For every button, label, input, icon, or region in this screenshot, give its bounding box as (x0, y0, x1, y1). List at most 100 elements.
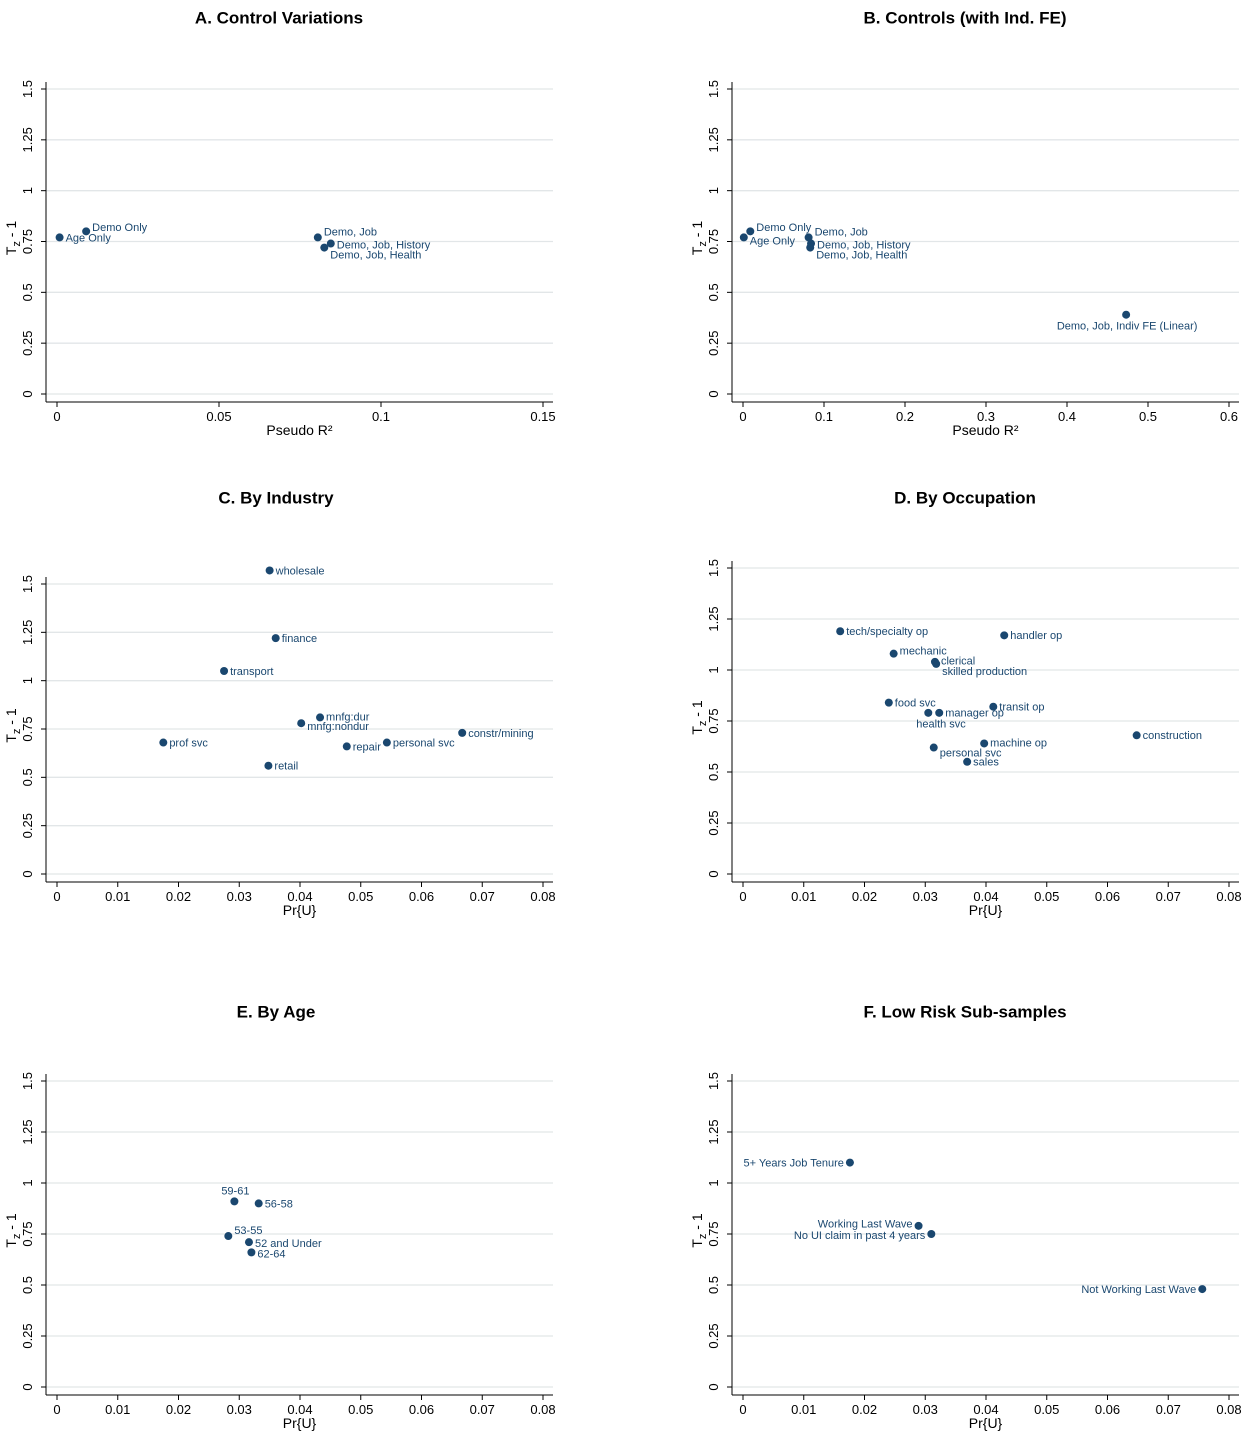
point-label: Demo, Job, Health (330, 250, 421, 262)
x-tick-label: 0.01 (105, 889, 130, 904)
data-point (884, 698, 893, 707)
data-point (1000, 631, 1009, 640)
point-label: 59-61 (221, 1185, 249, 1197)
point-label: Not Working Last Wave (1081, 1284, 1196, 1296)
x-tick-label: 0 (739, 889, 746, 904)
x-tick-label: 0.08 (530, 1402, 555, 1417)
x-tick-label: 0.04 (287, 889, 312, 904)
x-tick-label: 0.07 (1156, 889, 1181, 904)
data-point (924, 708, 933, 717)
data-point (914, 1221, 923, 1230)
point-label: Demo, Job, Health (816, 250, 907, 262)
x-tick-label: 0.05 (348, 889, 373, 904)
x-axis-label: Pseudo R² (952, 422, 1018, 438)
x-tick-label: 0.03 (227, 1402, 252, 1417)
y-tick-label: 1.25 (20, 620, 35, 645)
x-tick-label: 0.02 (852, 889, 877, 904)
x-tick-label: 0.1 (815, 409, 833, 424)
data-point (320, 243, 329, 252)
point-label: transport (230, 666, 273, 678)
x-tick-label: 0.07 (470, 1402, 495, 1417)
x-tick-label: 0.07 (470, 889, 495, 904)
y-tick-label: 0.25 (706, 331, 721, 356)
y-tick-label: 1.5 (20, 575, 35, 593)
point-label: personal svc (393, 737, 455, 749)
data-point (264, 761, 273, 770)
point-label: Demo, Job, History (337, 239, 431, 251)
point-label: construction (1143, 730, 1202, 742)
data-point (458, 728, 467, 737)
x-tick-label: 0.08 (530, 889, 555, 904)
x-axis-label: Pseudo R² (266, 422, 332, 438)
data-point (220, 667, 229, 675)
x-tick-label: 0.06 (409, 1402, 434, 1417)
x-tick-label: 0 (739, 1402, 746, 1417)
y-tick-label: 0.75 (20, 716, 35, 741)
point-label: skilled production (942, 666, 1027, 678)
y-axis-label: Tz - 1 (3, 221, 23, 256)
x-axis-label: Pr{U} (969, 1415, 1003, 1431)
point-label: retail (274, 761, 298, 773)
point-label: No UI claim in past 4 years (794, 1230, 926, 1242)
point-label: mnfg:dur (326, 711, 370, 723)
point-label: 56-58 (265, 1198, 293, 1210)
y-tick-label: 1 (20, 1179, 35, 1186)
data-point (382, 738, 391, 747)
y-tick-label: 0.5 (706, 763, 721, 781)
x-axis-label: Pr{U} (283, 1415, 317, 1431)
x-tick-label: 0.5 (1139, 409, 1157, 424)
y-tick-label: 0.75 (706, 1221, 721, 1246)
point-label: 62-64 (257, 1248, 285, 1260)
y-tick-label: 1.5 (706, 80, 721, 98)
y-axis-label: Tz - 1 (689, 221, 709, 256)
point-label: Age Only (66, 232, 112, 244)
panel-d: D. By Occupation 0 0.25 0.5 0.75 1 1.25 1.5 0 0.0… (689, 488, 1242, 918)
panel-title: F. Low Risk Sub-samples (863, 1002, 1066, 1021)
y-tick-label: 1.5 (706, 1072, 721, 1090)
panel-title: A. Control Variations (195, 8, 363, 27)
point-label: Demo, Job, History (817, 239, 911, 251)
panel-title: B. Controls (with Ind. FE) (863, 8, 1066, 27)
y-tick-label: 0.25 (706, 1323, 721, 1348)
panel-c: C. By Industry 0 0.25 0.5 0.75 1 1.25 1.5 0 0.01 0… (3, 488, 556, 918)
data-point (82, 227, 91, 236)
point-label: prof svc (169, 737, 208, 749)
y-tick-label: 1.25 (706, 1119, 721, 1144)
x-tick-label: 0 (53, 1402, 60, 1417)
x-tick-label: 0.6 (1220, 409, 1238, 424)
x-tick-label: 0 (53, 409, 60, 424)
data-point (989, 702, 998, 711)
x-tick-label: 0.15 (530, 409, 555, 424)
point-label: handler op (1010, 630, 1062, 642)
point-label: mechanic (900, 646, 948, 658)
y-axis-label: Tz - 1 (3, 708, 23, 743)
y-tick-label: 0.25 (706, 810, 721, 835)
x-tick-label: 0.08 (1216, 889, 1241, 904)
point-label: transit op (999, 702, 1044, 714)
point-label: Working Last Wave (818, 1219, 913, 1231)
panel-title: C. By Industry (218, 488, 334, 507)
y-tick-label: 0 (706, 390, 721, 397)
x-tick-label: 0.05 (206, 409, 231, 424)
panel-f: F. Low Risk Sub-samples 0 0.25 0.5 0.75 1 1.25… (689, 1002, 1242, 1431)
y-axis-label: Tz - 1 (3, 1213, 23, 1248)
x-tick-label: 0 (739, 409, 746, 424)
data-point (55, 233, 64, 242)
x-tick-label: 0.05 (348, 1402, 373, 1417)
point-label: Demo, Job (324, 226, 377, 238)
data-point (804, 233, 813, 242)
x-axis-label: Pr{U} (283, 902, 317, 918)
x-tick-label: 0.1 (372, 409, 390, 424)
x-tick-label: 0.06 (409, 889, 434, 904)
data-point (254, 1199, 263, 1208)
y-tick-label: 1.5 (20, 80, 35, 98)
y-tick-label: 0.5 (20, 768, 35, 786)
y-tick-label: 0.25 (20, 1323, 35, 1348)
point-label: personal svc (940, 747, 1002, 759)
x-tick-label: 0.06 (1095, 1402, 1120, 1417)
y-tick-label: 0 (20, 1383, 35, 1390)
point-label: clerical (941, 656, 975, 668)
point-label: tech/specialty op (846, 626, 928, 638)
point-label: mnfg:nondur (307, 721, 369, 733)
